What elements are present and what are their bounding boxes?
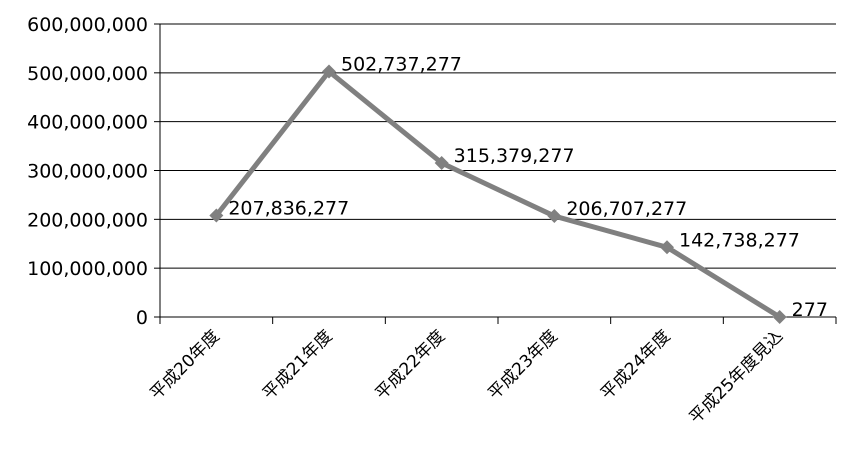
data-label: 502,737,277 bbox=[341, 53, 462, 75]
grid-lines bbox=[160, 23, 836, 269]
x-tick-label: 平成25年度見込 bbox=[686, 326, 788, 428]
y-tick-label: 300,000,000 bbox=[27, 161, 148, 183]
data-label: 277 bbox=[792, 299, 828, 321]
y-tick-label: 200,000,000 bbox=[27, 209, 148, 231]
y-tick-label: 0 bbox=[136, 307, 148, 329]
data-point-marker bbox=[547, 209, 562, 224]
data-point-marker bbox=[322, 64, 336, 79]
x-tick-label: 平成20年度 bbox=[146, 326, 224, 404]
data-point-marker bbox=[660, 240, 674, 255]
data-label: 207,836,277 bbox=[228, 198, 349, 220]
data-labels: 207,836,277 502,737,277 315,379,277 206,707… bbox=[228, 53, 828, 321]
data-label: 315,379,277 bbox=[454, 145, 575, 167]
data-label: 206,707,277 bbox=[566, 198, 687, 220]
y-tick-label: 100,000,000 bbox=[27, 258, 148, 280]
axes bbox=[154, 23, 837, 324]
x-tick-label: 平成21年度 bbox=[259, 326, 337, 404]
data-point-marker bbox=[434, 155, 449, 170]
x-tick-label: 平成22年度 bbox=[372, 326, 450, 404]
y-tick-label: 400,000,000 bbox=[27, 112, 148, 134]
data-label: 142,738,277 bbox=[679, 229, 800, 251]
series-line bbox=[213, 68, 783, 320]
series-line bbox=[213, 68, 783, 320]
y-tick-labels: 0 100,000,000 200,000,000 300,000,000 400,00… bbox=[27, 14, 148, 329]
x-tick-label: 平成24年度 bbox=[597, 326, 675, 404]
y-tick-label: 500,000,000 bbox=[27, 63, 148, 85]
x-tick-label: 平成23年度 bbox=[484, 326, 562, 404]
data-point-marker bbox=[209, 208, 224, 223]
x-tick-labels: 平成20年度 平成21年度 平成22年度 平成23年度 平成24年度 平成25年度見込 bbox=[146, 326, 787, 428]
series-markers bbox=[209, 64, 787, 324]
y-tick-label: 600,000,000 bbox=[27, 14, 148, 36]
data-point-marker bbox=[772, 309, 787, 324]
